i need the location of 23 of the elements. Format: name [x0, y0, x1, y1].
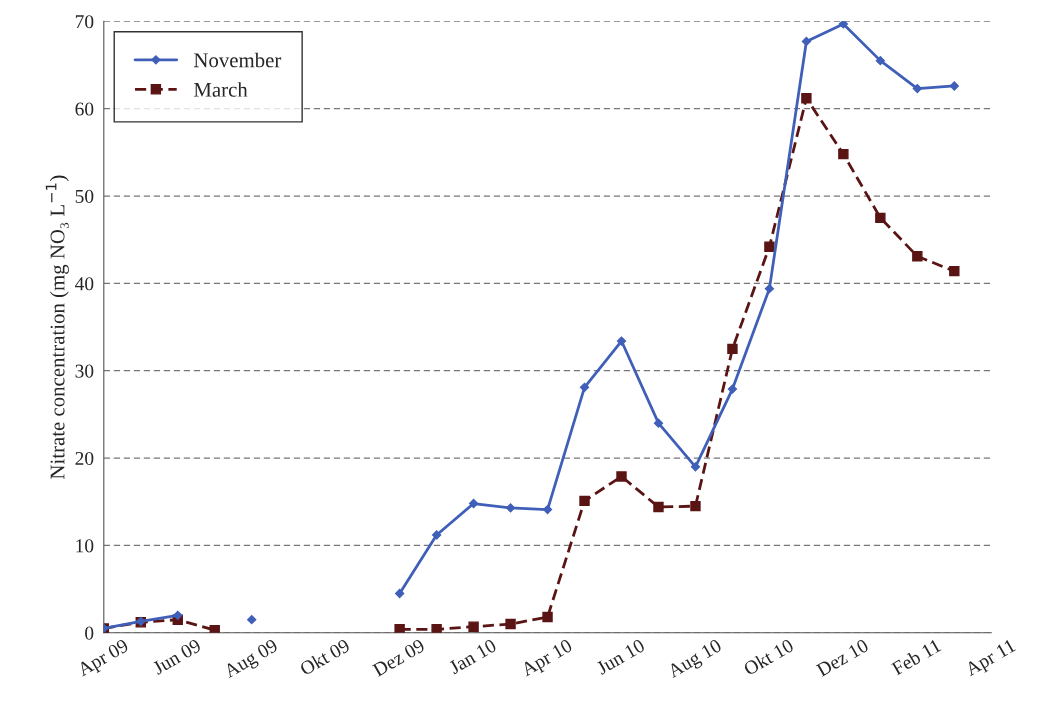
y-axis-title: Nitrate concentration (mg NO₃ L$^{−1}$)	[45, 175, 69, 479]
y-tick-label: 20	[75, 451, 94, 466]
legend-label: November	[193, 52, 282, 68]
x-tick-label: Aug 09	[222, 638, 281, 682]
y-tick-label: 70	[75, 15, 94, 29]
x-tick-label: Jun 10	[595, 638, 646, 675]
y-tick-label: 10	[76, 539, 94, 553]
x-tick-label: Okt 09	[298, 638, 351, 676]
legend-label: March	[193, 82, 248, 97]
x-tick-label: Jun 09	[151, 638, 202, 675]
x-tick-label: Dez 10	[815, 638, 870, 678]
y-tick-label: 0	[85, 626, 94, 640]
x-tick-label: Aug 10	[666, 638, 725, 682]
y-tick-label: 60	[75, 102, 94, 116]
y-tick-label: 40	[75, 277, 94, 291]
x-tick-label: Apr 10	[519, 638, 575, 681]
y-tick-label: 50	[75, 189, 94, 203]
x-tick-label: Apr 11	[964, 638, 1018, 680]
x-tick-label: Feb 11	[890, 638, 942, 676]
y-tick-label: 30	[75, 364, 94, 378]
x-tick-label: Dez 09	[371, 638, 426, 678]
x-tick-label: Jan 10	[448, 638, 498, 675]
x-tick-label: Okt 10	[742, 638, 795, 676]
